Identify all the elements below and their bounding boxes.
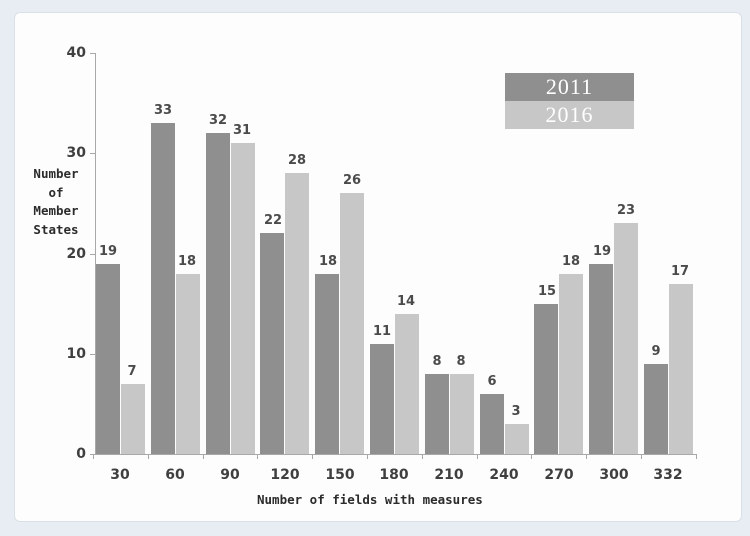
bar-value-label: 23: [616, 203, 636, 218]
bar-value-label: 28: [287, 153, 307, 168]
x-category-label: 90: [220, 467, 240, 483]
y-tick-label: 40: [66, 45, 86, 61]
bar-value-label: 32: [208, 113, 228, 128]
bar-value-label: 8: [456, 354, 466, 369]
x-category-label: 332: [653, 467, 683, 483]
x-tick-mark: [422, 455, 423, 459]
bar-2011-240: [480, 394, 504, 454]
x-tick-mark: [641, 455, 642, 459]
bar-value-label: 19: [98, 244, 118, 259]
y-axis-title-line: Member: [33, 203, 79, 218]
x-tick-mark: [477, 455, 478, 459]
bar-value-label: 7: [127, 364, 137, 379]
x-axis-line: [93, 454, 697, 455]
bar-2011-30: [96, 264, 120, 454]
bar-value-label: 9: [651, 344, 661, 359]
bar-2011-90: [206, 133, 230, 454]
y-tick-mark: [90, 454, 95, 455]
bar-value-label: 18: [177, 254, 197, 269]
legend-item-2011: 2011: [505, 73, 634, 101]
x-category-label: 270: [544, 467, 574, 483]
bar-2016-270: [559, 274, 583, 454]
chart-legend: 2011 2016: [505, 73, 634, 129]
x-category-label: 60: [165, 467, 185, 483]
legend-item-2016: 2016: [505, 101, 634, 129]
y-tick-label: 20: [66, 246, 86, 262]
bar-value-label: 8: [432, 354, 442, 369]
x-tick-mark: [586, 455, 587, 459]
bar-2011-60: [151, 123, 175, 454]
bar-2016-150: [340, 193, 364, 454]
x-tick-mark: [696, 455, 697, 459]
bar-2011-270: [534, 304, 558, 454]
bar-value-label: 22: [263, 213, 283, 228]
bar-value-label: 18: [318, 254, 338, 269]
x-axis-title: Number of fields with measures: [257, 492, 483, 507]
bar-2016-300: [614, 223, 638, 454]
y-tick-mark: [90, 153, 95, 154]
x-tick-mark: [148, 455, 149, 459]
y-tick-mark: [90, 254, 95, 255]
x-category-label: 240: [489, 467, 519, 483]
x-category-label: 120: [270, 467, 300, 483]
y-axis-title-line: States: [33, 221, 79, 237]
bar-2016-210: [450, 374, 474, 454]
bar-2011-120: [260, 233, 284, 454]
x-tick-mark: [531, 455, 532, 459]
bar-2016-60: [176, 274, 200, 454]
bar-value-label: 15: [537, 284, 557, 299]
bar-2011-150: [315, 274, 339, 454]
x-category-label: 30: [110, 467, 130, 483]
y-tick-label: 30: [66, 145, 86, 161]
x-category-label: 300: [599, 467, 629, 483]
x-category-label: 180: [379, 467, 409, 483]
y-axis-line: [95, 53, 96, 455]
bar-value-label: 31: [232, 123, 252, 138]
x-tick-mark: [203, 455, 204, 459]
bar-2016-120: [285, 173, 309, 454]
x-tick-mark: [367, 455, 368, 459]
bar-value-label: 26: [342, 173, 362, 188]
bar-value-label: 18: [561, 254, 581, 269]
y-axis-title-line: Number: [33, 166, 79, 181]
bar-value-label: 3: [511, 404, 521, 419]
x-category-label: 150: [325, 467, 355, 483]
y-tick-mark: [90, 354, 95, 355]
bar-2011-180: [370, 344, 394, 454]
bar-value-label: 6: [487, 374, 497, 389]
bar-2016-332: [669, 284, 693, 454]
bar-2011-210: [425, 374, 449, 454]
bar-value-label: 17: [670, 264, 690, 279]
bar-2016-30: [121, 384, 145, 454]
y-tick-label: 10: [66, 346, 86, 362]
bar-2016-90: [231, 143, 255, 454]
bar-value-label: 33: [153, 103, 173, 118]
x-tick-mark: [312, 455, 313, 459]
bar-value-label: 11: [372, 324, 392, 339]
y-axis-title: Number of Member States: [19, 165, 93, 239]
y-axis-title-line: of: [48, 184, 64, 200]
y-tick-mark: [90, 53, 95, 54]
bar-2016-240: [505, 424, 529, 454]
bar-value-label: 19: [592, 244, 612, 259]
bar-2016-180: [395, 314, 419, 454]
x-tick-mark: [93, 455, 94, 459]
x-category-label: 210: [434, 467, 464, 483]
x-tick-mark: [257, 455, 258, 459]
bar-2011-332: [644, 364, 668, 454]
bar-2011-300: [589, 264, 613, 454]
bar-value-label: 14: [396, 294, 416, 309]
y-tick-label: 0: [76, 446, 86, 462]
